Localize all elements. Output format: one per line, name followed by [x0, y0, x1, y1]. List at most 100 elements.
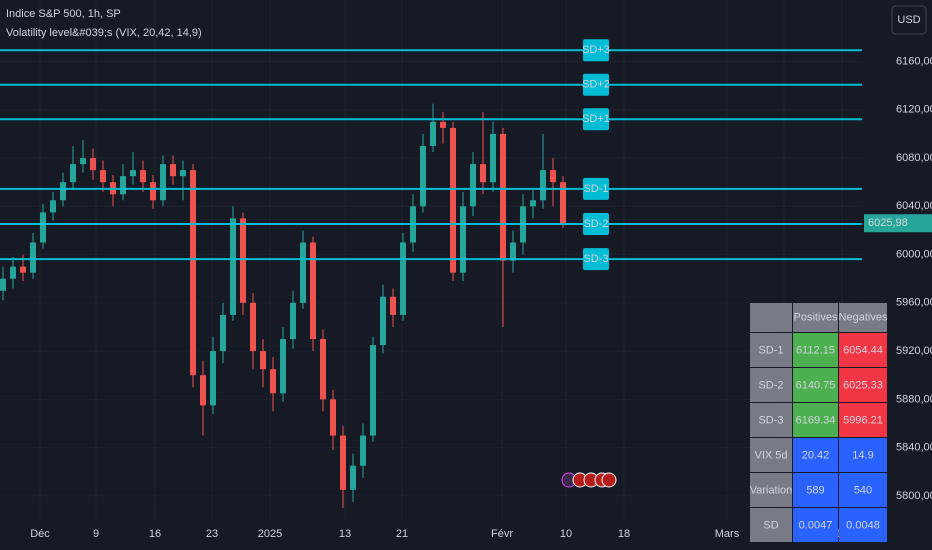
- x-tick-label: 23: [206, 528, 218, 540]
- candle-body: [280, 339, 286, 394]
- candle-body: [540, 170, 546, 201]
- candle-body: [270, 369, 276, 394]
- table-cell: [839, 473, 887, 507]
- candle-body: [90, 158, 96, 171]
- x-tick-label: 18: [618, 528, 630, 540]
- candle-body: [400, 242, 406, 315]
- table-cell: [750, 333, 792, 367]
- level-label: SD-2: [583, 218, 608, 230]
- candle-body: [40, 212, 46, 243]
- y-tick-label: 6160,00: [896, 55, 932, 67]
- candle-body: [100, 170, 106, 183]
- candle-body: [330, 399, 336, 436]
- candle-body: [390, 296, 396, 315]
- table-cell: [793, 403, 838, 437]
- table-value: 589: [806, 484, 824, 496]
- table-value: 6140.75: [796, 379, 836, 391]
- x-tick-label: 16: [149, 528, 161, 540]
- candle-body: [310, 242, 316, 340]
- level-label: SD+1: [582, 113, 610, 125]
- table-value: 20.42: [802, 449, 830, 461]
- y-tick-label: 5800,00: [896, 490, 932, 502]
- table-cell: [839, 508, 887, 542]
- table-cell: [750, 473, 792, 507]
- table-cell: [793, 333, 838, 367]
- candle-body: [180, 170, 186, 177]
- candle-body: [260, 351, 266, 370]
- candle-body: [130, 170, 136, 177]
- currency[interactable]: USD: [897, 14, 920, 26]
- table-value: 14.9: [852, 449, 873, 461]
- table-cell: [793, 508, 838, 542]
- candle-body: [170, 164, 176, 177]
- table-value: 540: [854, 484, 872, 496]
- last-price-badge: [864, 214, 932, 233]
- candle-body: [80, 158, 86, 165]
- table-cell: [793, 368, 838, 402]
- candle-body: [220, 314, 226, 352]
- y-tick-label: 5880,00: [896, 393, 932, 405]
- table-value: 0.0048: [846, 519, 880, 531]
- table-row-label: VIX 5d: [754, 449, 787, 461]
- table-cell: [839, 368, 887, 402]
- chart-title: Indice S&P 500, 1h, SP: [6, 8, 121, 20]
- candle-body: [160, 164, 166, 201]
- level-label: SD-3: [583, 253, 608, 265]
- table-cell: [793, 473, 838, 507]
- currency-button[interactable]: [891, 5, 927, 35]
- candle-body: [420, 145, 426, 207]
- candle-body: [500, 133, 506, 261]
- candle-body: [380, 296, 386, 346]
- candle-body: [460, 206, 466, 273]
- x-tick-label: 13: [339, 528, 351, 540]
- candle-body: [550, 170, 556, 183]
- y-tick-label: 5840,00: [896, 442, 932, 454]
- candle-body: [10, 266, 16, 279]
- table-row-label: SD-2: [758, 379, 783, 391]
- x-tick-label: 21: [396, 528, 408, 540]
- candle-body: [350, 465, 356, 490]
- candle-body: [50, 200, 56, 213]
- candle-body: [510, 242, 516, 261]
- candle-body: [30, 242, 36, 273]
- candle-body: [530, 200, 536, 207]
- level-badge: [583, 248, 609, 271]
- candle-body: [210, 351, 216, 406]
- candle-body: [190, 170, 196, 376]
- candle-body: [300, 242, 306, 303]
- table-cell: [839, 333, 887, 367]
- table-header-cell: [750, 303, 792, 332]
- candle-body: [440, 121, 446, 128]
- table-value: 0.0047: [799, 519, 833, 531]
- candle-body: [150, 182, 156, 201]
- level-badge: [583, 73, 609, 96]
- candle-body: [430, 121, 436, 146]
- candle-body: [20, 266, 26, 273]
- candle-body: [120, 176, 126, 195]
- last-price-label: 6025,98: [868, 217, 908, 229]
- table-value: 6054.44: [843, 344, 883, 356]
- table-value: 5996.21: [843, 414, 883, 426]
- candle-body: [490, 133, 496, 183]
- table-header-cell: [793, 303, 838, 332]
- candle-body: [0, 278, 6, 291]
- candle-body: [340, 435, 346, 490]
- table-value: 6169.34: [796, 414, 836, 426]
- candle-body: [560, 182, 566, 224]
- table-header: Negatives: [839, 311, 888, 323]
- y-tick-label: 5960,00: [896, 297, 932, 309]
- table-cell: [750, 403, 792, 437]
- candle-body: [240, 218, 246, 303]
- candle-body: [480, 164, 486, 183]
- table-header-cell: [839, 303, 887, 332]
- table-row-label: SD: [763, 519, 778, 531]
- x-tick-label: Févr: [491, 528, 513, 540]
- table-cell: [750, 438, 792, 472]
- candle-body: [450, 127, 456, 273]
- candle-body: [60, 182, 66, 201]
- candle-body: [360, 435, 366, 466]
- table-row-label: SD-3: [758, 414, 783, 426]
- table-value: 6112.15: [796, 344, 835, 356]
